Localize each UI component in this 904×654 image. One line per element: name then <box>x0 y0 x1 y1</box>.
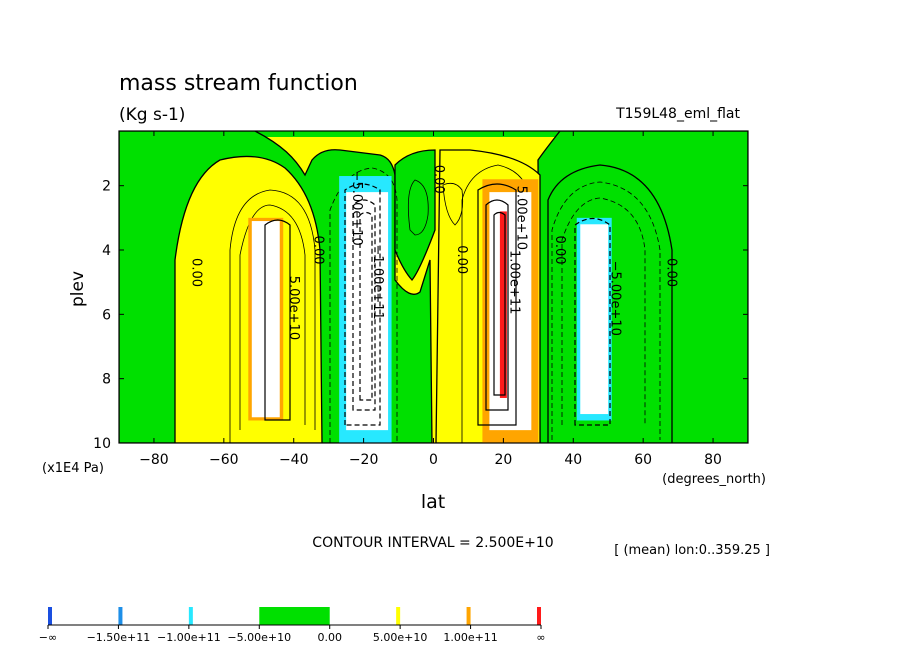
y-axis-units: (x1E4 Pa) <box>42 461 104 476</box>
cell-centre-north-hadley <box>499 211 507 398</box>
chart-units: (Kg s-1) <box>119 105 185 125</box>
contour-label: 0.00 <box>311 236 326 265</box>
contour-label: 0.00 <box>454 245 469 274</box>
chart-title: mass stream function <box>119 71 358 96</box>
colorbar-label: −1.00e+11 <box>157 631 221 644</box>
x-axis-label: lat <box>421 491 445 513</box>
contour-label: −5.00e+10 <box>608 261 623 336</box>
colorbar-swatch <box>48 607 52 625</box>
x-tick-label: −20 <box>349 452 379 468</box>
x-tick-label: 20 <box>494 452 512 468</box>
colorbar-label: −∞ <box>39 631 57 644</box>
x-tick-label: −60 <box>209 452 239 468</box>
contour-label: 5.00e+10 <box>286 276 301 340</box>
colorbar-swatch <box>396 607 401 625</box>
x-tick-label: 0 <box>429 452 438 468</box>
colorbar-swatch <box>188 607 193 625</box>
x-axis-units: (degrees_north) <box>662 472 766 487</box>
run-label: T159L48_eml_flat <box>615 106 740 122</box>
cell-core-north-hadley <box>489 192 532 431</box>
x-tick-label: −80 <box>139 452 169 468</box>
contour-ring <box>493 211 506 396</box>
contour-label: 0.00 <box>664 258 679 287</box>
contour-line <box>329 167 398 443</box>
contour-line <box>229 189 316 443</box>
x-tick-label: 40 <box>564 452 582 468</box>
contour-ring <box>344 183 381 426</box>
colorbar-swatch <box>259 607 330 625</box>
colorbar-swatch <box>466 607 471 625</box>
contour-label: 0.00 <box>431 165 446 194</box>
contour-label: −5.00e+10 <box>349 171 364 246</box>
colorbar-swatch <box>537 607 541 625</box>
y-tick-label: 8 <box>102 372 111 388</box>
contour-ring <box>359 211 373 401</box>
colorbar: −∞ −1.50e+11 −1.00e+11 −5.00e+10 0.00 5.00e+1… <box>39 607 546 644</box>
contour-interval: CONTOUR INTERVAL = 2.500E+10 <box>312 535 553 551</box>
colorbar-label: −1.50e+11 <box>87 631 151 644</box>
averaging-note: [ (mean) lon:0..359.25 ] <box>614 543 770 558</box>
contour-line <box>239 204 306 430</box>
contour-label: 0.00 <box>552 236 567 265</box>
contour-line <box>407 179 429 236</box>
contour-line <box>442 182 464 226</box>
x-tick-label: 60 <box>634 452 652 468</box>
colorbar-label: 5.00e+10 <box>373 631 427 644</box>
contour-line <box>551 181 661 440</box>
contour-line <box>561 197 646 425</box>
cell-core-south-ferrel <box>251 221 280 418</box>
contour-ring <box>574 217 611 426</box>
y-tick-label: 10 <box>93 436 111 452</box>
plot-area: 0.00 0.00 5.00e+10 −5.00e+10 −1.00e+11 0.00 0.… <box>93 130 749 468</box>
colorbar-label: −5.00e+10 <box>227 631 291 644</box>
contour-ring <box>264 219 291 421</box>
contour-label: 1.00e+11 <box>506 250 521 314</box>
contour-label: 0.00 <box>188 258 203 287</box>
x-tick-label: 80 <box>704 452 722 468</box>
contour-label: 5.00e+10 <box>513 186 528 250</box>
y-axis-label: plev <box>68 271 88 307</box>
x-tick-label: −40 <box>279 452 309 468</box>
y-tick-label: 4 <box>102 243 111 259</box>
y-tick-label: 2 <box>102 179 111 195</box>
contour-label: −1.00e+11 <box>370 245 385 320</box>
negative-region-upper <box>394 149 436 282</box>
colorbar-swatch <box>118 607 123 625</box>
colorbar-label: ∞ <box>536 631 545 644</box>
contour-ring <box>477 183 517 426</box>
contour-ring <box>485 199 509 411</box>
cell-core-north-ferrel <box>580 224 609 415</box>
contour-ring <box>352 199 376 411</box>
y-tick-label: 6 <box>102 307 111 323</box>
colorbar-label: 0.00 <box>317 631 342 644</box>
colorbar-label: 1.00e+11 <box>443 631 497 644</box>
